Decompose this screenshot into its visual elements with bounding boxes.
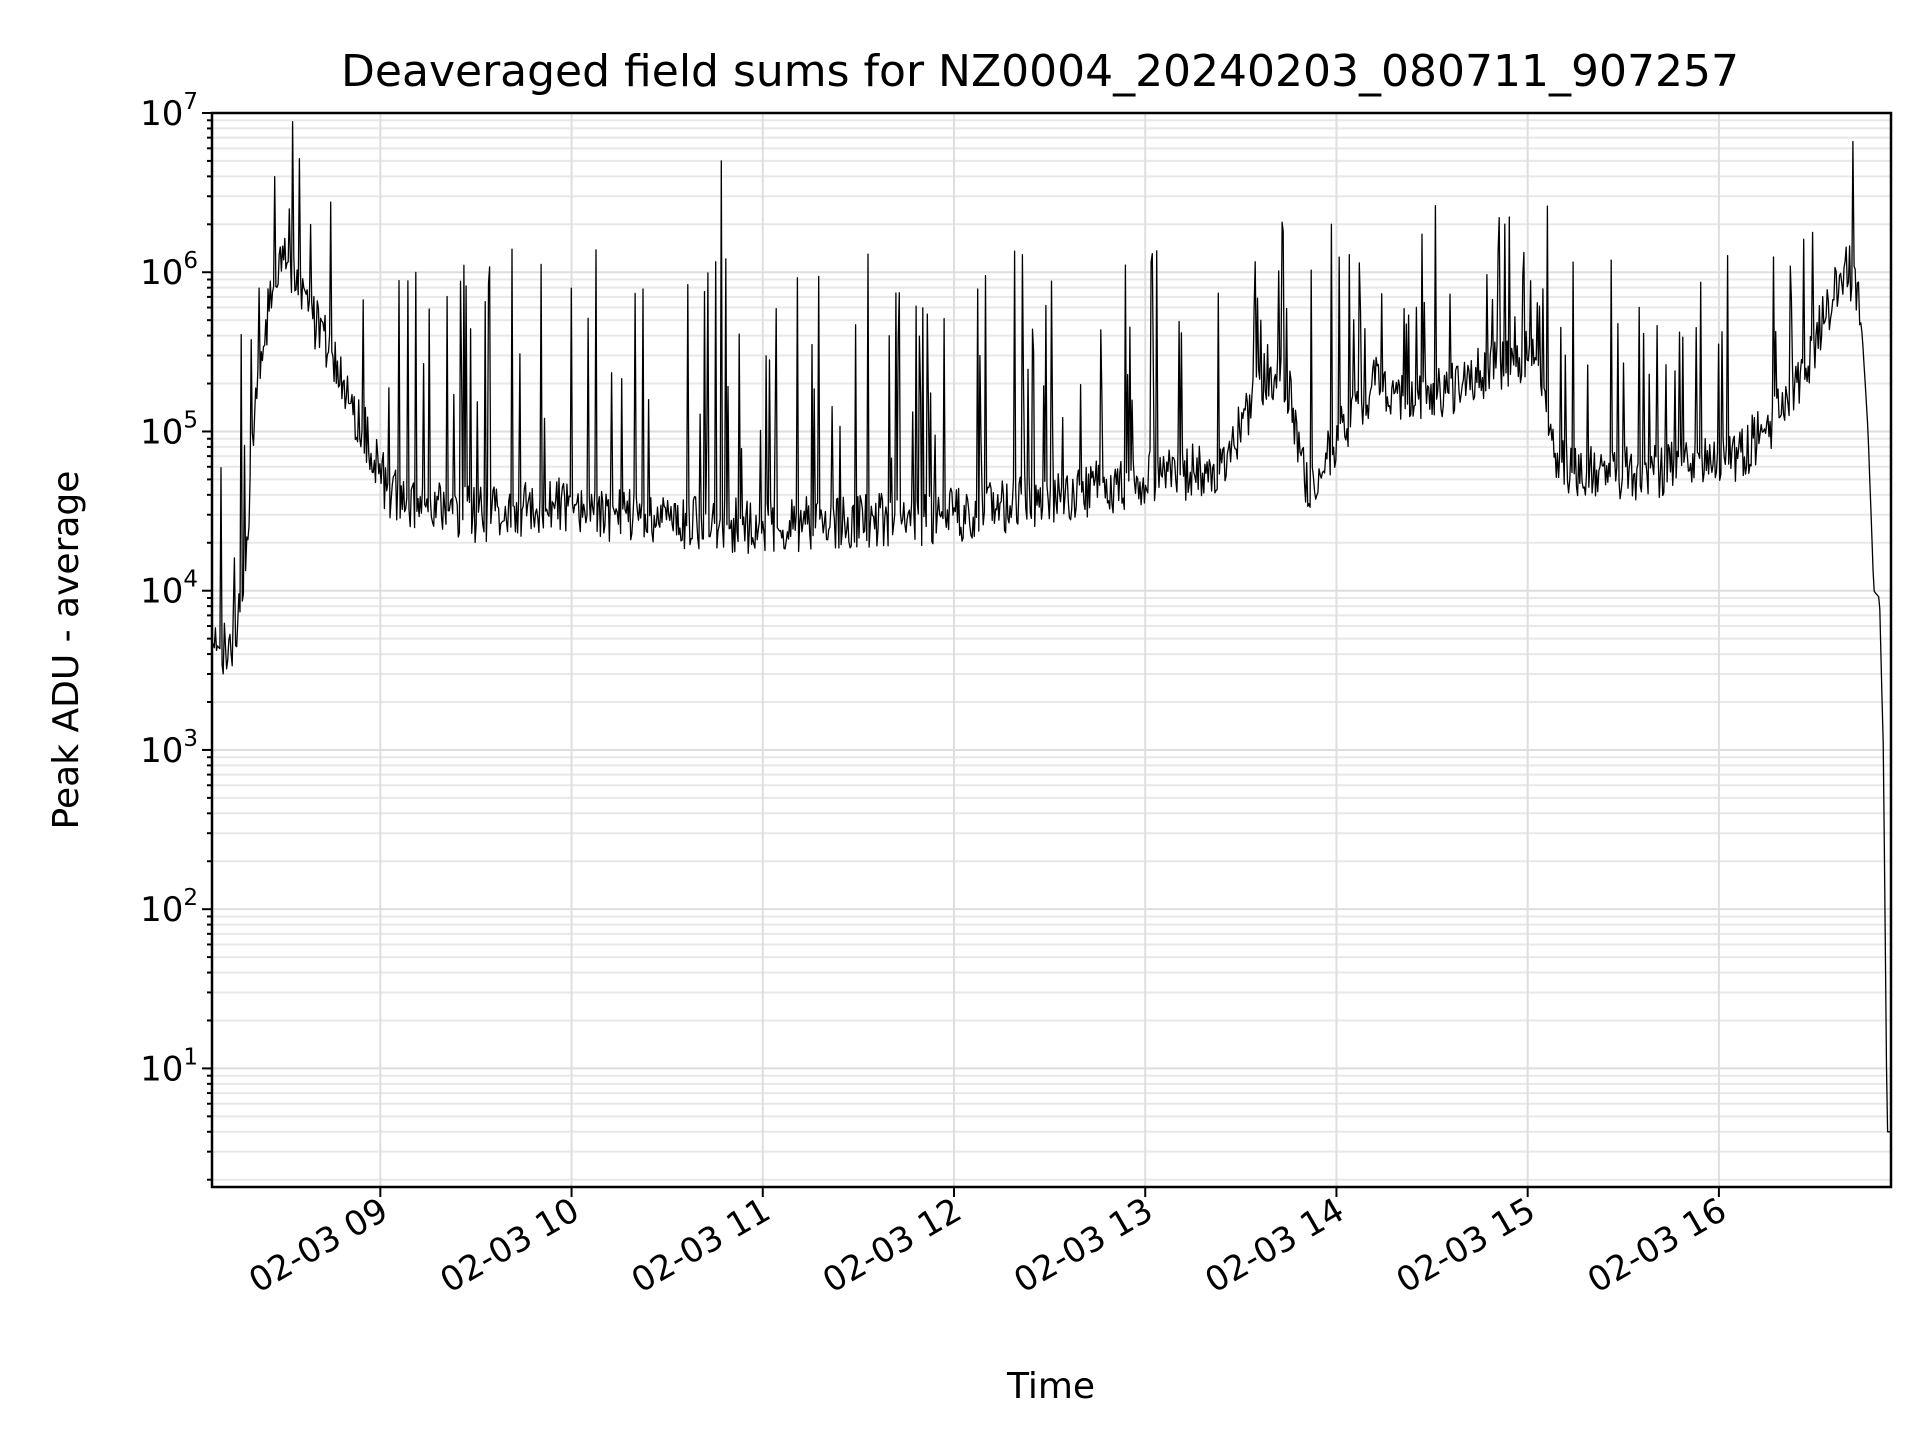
y-tick-label: 104 [140, 567, 198, 612]
y-tick-label: 105 [140, 407, 198, 452]
y-axis-label: Peak ADU - average [46, 471, 87, 830]
chart-title: Deaveraged field sums for NZ0004_2024020… [341, 46, 1739, 97]
series-line [211, 120, 1891, 1133]
y-tick-label: 102 [140, 885, 198, 930]
y-tick-label: 106 [140, 248, 198, 293]
x-axis-label: Time [1006, 1366, 1095, 1407]
y-tick-label: 101 [140, 1044, 198, 1089]
y-tick-label: 107 [140, 89, 198, 134]
series-layer [211, 120, 1891, 1133]
plot-frame [210, 111, 1893, 1189]
y-axis: 101 102 103 104 105 106 107 [140, 89, 212, 1181]
y-tick-label: 103 [140, 726, 198, 771]
